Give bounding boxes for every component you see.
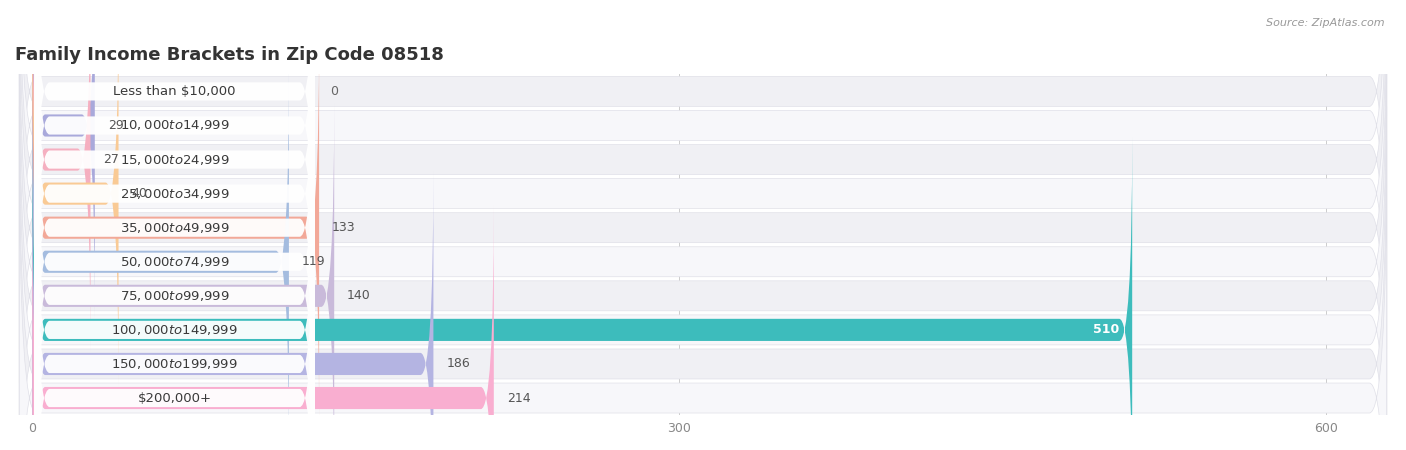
Text: 119: 119 <box>302 255 325 268</box>
Text: 140: 140 <box>347 289 371 302</box>
Text: $35,000 to $49,999: $35,000 to $49,999 <box>120 220 229 235</box>
FancyBboxPatch shape <box>20 0 1386 450</box>
FancyBboxPatch shape <box>20 140 1386 450</box>
FancyBboxPatch shape <box>32 136 1132 450</box>
FancyBboxPatch shape <box>34 0 315 423</box>
Text: Family Income Brackets in Zip Code 08518: Family Income Brackets in Zip Code 08518 <box>15 46 444 64</box>
FancyBboxPatch shape <box>32 34 319 421</box>
FancyBboxPatch shape <box>20 0 1386 417</box>
Text: 27: 27 <box>104 153 120 166</box>
FancyBboxPatch shape <box>32 205 494 450</box>
Text: $15,000 to $24,999: $15,000 to $24,999 <box>120 153 229 166</box>
FancyBboxPatch shape <box>32 103 335 450</box>
FancyBboxPatch shape <box>32 171 433 450</box>
FancyBboxPatch shape <box>20 72 1386 450</box>
FancyBboxPatch shape <box>34 0 315 450</box>
Text: 214: 214 <box>506 392 530 405</box>
Text: 186: 186 <box>446 357 470 370</box>
FancyBboxPatch shape <box>34 0 315 355</box>
FancyBboxPatch shape <box>32 68 288 450</box>
FancyBboxPatch shape <box>20 106 1386 450</box>
Text: Less than $10,000: Less than $10,000 <box>114 85 236 98</box>
FancyBboxPatch shape <box>20 0 1386 450</box>
FancyBboxPatch shape <box>34 67 315 450</box>
FancyBboxPatch shape <box>20 4 1386 450</box>
Text: $10,000 to $14,999: $10,000 to $14,999 <box>120 118 229 132</box>
Text: 0: 0 <box>330 85 337 98</box>
FancyBboxPatch shape <box>34 0 315 389</box>
FancyBboxPatch shape <box>32 0 94 319</box>
FancyBboxPatch shape <box>34 0 315 321</box>
FancyBboxPatch shape <box>20 0 1386 383</box>
Text: $200,000+: $200,000+ <box>138 392 211 405</box>
Text: 40: 40 <box>132 187 148 200</box>
FancyBboxPatch shape <box>20 38 1386 450</box>
Text: $50,000 to $74,999: $50,000 to $74,999 <box>120 255 229 269</box>
FancyBboxPatch shape <box>32 0 90 353</box>
Text: Source: ZipAtlas.com: Source: ZipAtlas.com <box>1267 18 1385 28</box>
FancyBboxPatch shape <box>34 169 315 450</box>
Text: 29: 29 <box>108 119 124 132</box>
FancyBboxPatch shape <box>32 0 118 387</box>
Text: 510: 510 <box>1092 324 1119 337</box>
Text: $150,000 to $199,999: $150,000 to $199,999 <box>111 357 238 371</box>
FancyBboxPatch shape <box>20 0 1386 349</box>
Text: $25,000 to $34,999: $25,000 to $34,999 <box>120 187 229 201</box>
FancyBboxPatch shape <box>34 32 315 450</box>
Text: 133: 133 <box>332 221 356 234</box>
FancyBboxPatch shape <box>34 135 315 450</box>
Text: $75,000 to $99,999: $75,000 to $99,999 <box>120 289 229 303</box>
Text: $100,000 to $149,999: $100,000 to $149,999 <box>111 323 238 337</box>
FancyBboxPatch shape <box>34 100 315 450</box>
